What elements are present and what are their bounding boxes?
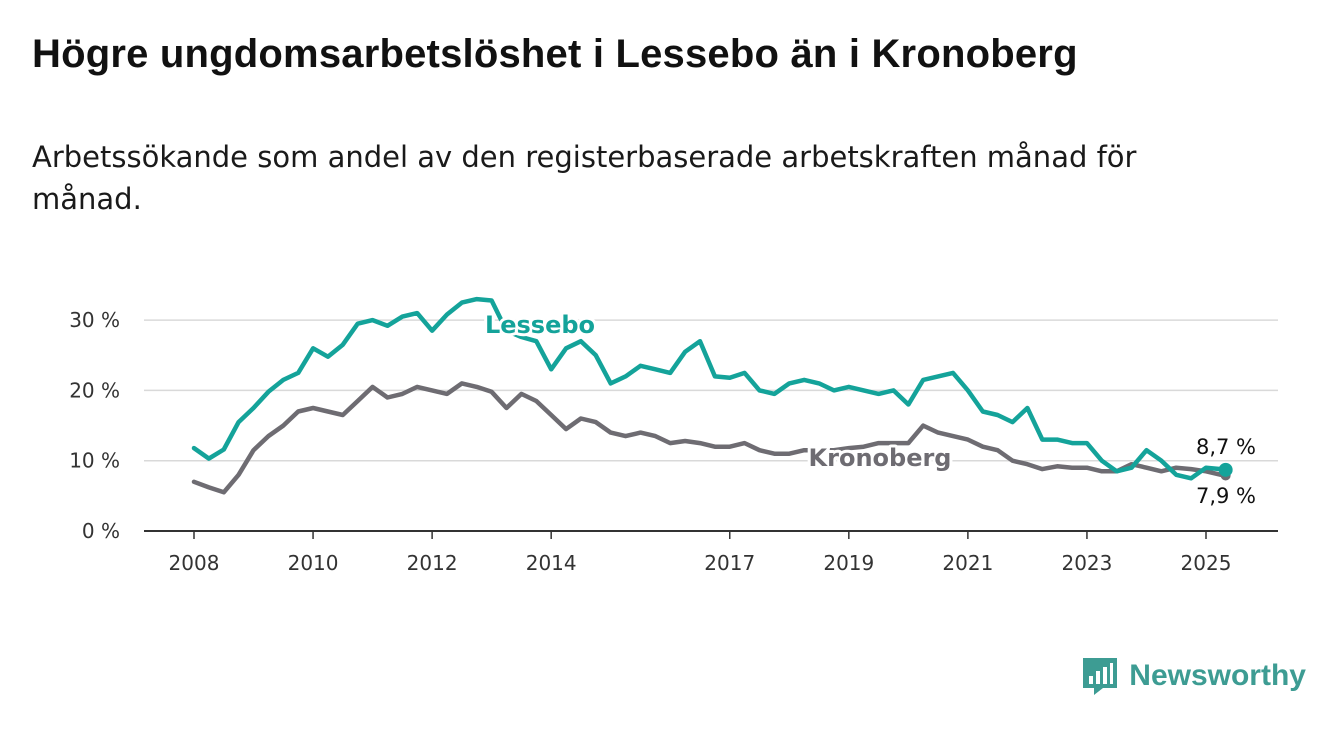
gridlines — [144, 319, 1278, 462]
series-label-lessebo: Lessebo — [485, 311, 595, 339]
brand-name: Newsworthy — [1129, 659, 1306, 692]
series-lines — [191, 296, 1233, 495]
x-tick-label: 2021 — [942, 551, 993, 575]
x-tick-label: 2010 — [288, 551, 339, 575]
series-label-kronoberg: Kronoberg — [809, 444, 952, 472]
x-tick-label: 2014 — [526, 551, 577, 575]
y-tick-label: 30 % — [69, 308, 120, 332]
series-labels: Lessebo Kronoberg 8,7 % 7,9 % — [482, 308, 1256, 508]
end-value-label-lessebo: 8,7 % — [1196, 435, 1256, 459]
x-tick-label: 2019 — [823, 551, 874, 575]
axes: 0 % 10 % 20 % 30 % 2008 2010 2012 2014 2017 2019 2… — [69, 308, 1278, 575]
x-tick-label: 2025 — [1181, 551, 1232, 575]
y-tick-label: 0 % — [82, 519, 120, 543]
newsworthy-brand: Newsworthy — [1081, 656, 1306, 696]
end-point-lessebo — [1218, 462, 1233, 477]
x-tick-label: 2008 — [169, 551, 220, 575]
end-value-label-kronoberg: 7,9 % — [1196, 484, 1256, 508]
y-tick-label: 10 % — [69, 449, 120, 473]
x-tick-label: 2023 — [1061, 551, 1112, 575]
chart-title: Högre ungdomsarbetslöshet i Lessebo än i… — [32, 32, 1078, 76]
chart-subtitle: Arbetssökande som andel av den registerb… — [32, 140, 1137, 216]
series-line-lessebo — [191, 296, 1228, 481]
x-tick-label: 2012 — [407, 551, 458, 575]
y-tick-label: 20 % — [69, 378, 120, 402]
x-tick-label: 2017 — [704, 551, 755, 575]
series-line-kronoberg — [191, 381, 1228, 495]
newsworthy-bar-chart-logo-icon — [1083, 658, 1118, 695]
